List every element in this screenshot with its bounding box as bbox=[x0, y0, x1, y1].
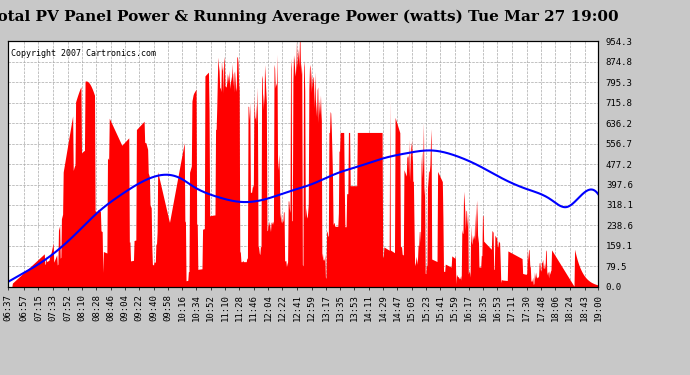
Text: Copyright 2007 Cartronics.com: Copyright 2007 Cartronics.com bbox=[11, 49, 156, 58]
Text: Total PV Panel Power & Running Average Power (watts) Tue Mar 27 19:00: Total PV Panel Power & Running Average P… bbox=[0, 9, 619, 24]
